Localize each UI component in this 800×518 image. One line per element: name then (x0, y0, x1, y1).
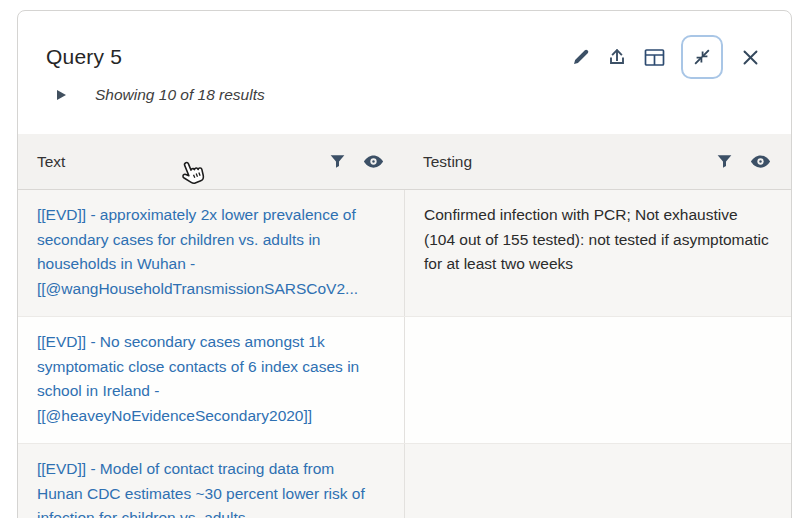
table-row: [[EVD]] - No secondary cases amongst 1k … (18, 317, 791, 444)
export-button[interactable] (606, 46, 628, 68)
table-header-row: Text Testing (18, 134, 791, 190)
results-summary: Showing 10 of 18 results (95, 86, 265, 104)
table-row: [[EVD]] - approximately 2x lower prevale… (18, 190, 791, 317)
cell-testing (404, 317, 791, 443)
close-button[interactable] (739, 46, 761, 68)
results-summary-row: Showing 10 of 18 results (18, 84, 791, 105)
pencil-icon (571, 48, 590, 67)
filter-icon[interactable] (714, 151, 735, 172)
toolbar (569, 35, 761, 79)
collapse-icon (692, 47, 712, 67)
column-header-testing: Testing (404, 134, 791, 189)
query-card: Query 5 (17, 10, 792, 518)
cell-text-link[interactable]: [[EVD]] - approximately 2x lower prevale… (18, 190, 404, 316)
table-row: [[EVD]] - Model of contact tracing data … (18, 444, 791, 518)
card-header: Query 5 (18, 11, 791, 80)
cell-text-link[interactable]: [[EVD]] - Model of contact tracing data … (18, 444, 404, 518)
column-header-text: Text (18, 134, 404, 189)
eye-icon[interactable] (750, 151, 771, 172)
page-title: Query 5 (46, 43, 122, 71)
filter-icon[interactable] (327, 151, 348, 172)
column-label: Testing (423, 153, 714, 171)
upload-icon (607, 47, 627, 67)
cell-testing (404, 444, 791, 518)
cell-testing: Confirmed infection with PCR; Not exhaus… (404, 190, 791, 316)
collapse-button[interactable] (681, 35, 723, 79)
results-table: Text Testing (18, 134, 791, 518)
table-view-button[interactable] (643, 46, 665, 68)
table-icon (644, 48, 665, 67)
cell-text-link[interactable]: [[EVD]] - No secondary cases amongst 1k … (18, 317, 404, 443)
close-icon (742, 49, 759, 66)
eye-icon[interactable] (363, 151, 384, 172)
column-label: Text (37, 153, 327, 171)
disclosure-triangle-icon[interactable] (57, 90, 66, 100)
table-body: [[EVD]] - approximately 2x lower prevale… (18, 190, 791, 518)
edit-button[interactable] (569, 46, 591, 68)
